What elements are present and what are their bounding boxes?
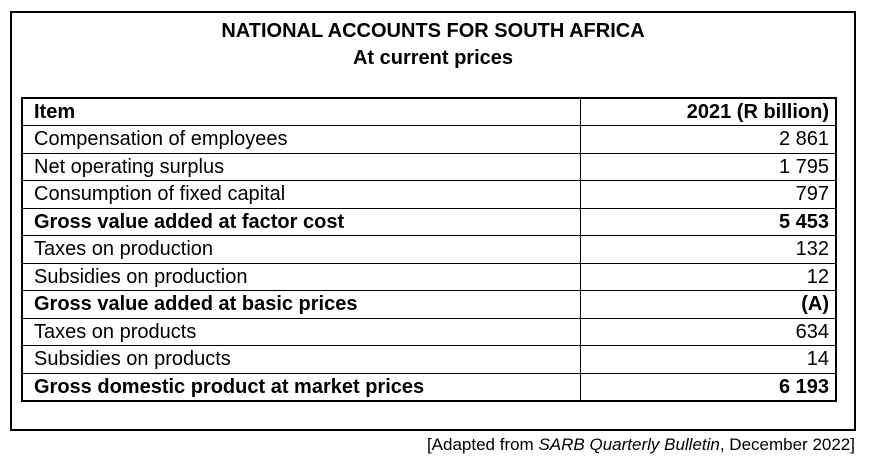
source-prefix: [Adapted from [426, 435, 539, 454]
title-line-1: NATIONAL ACCOUNTS FOR SOUTH AFRICA [221, 20, 645, 42]
table-row: Consumption of fixed capital 797 [21, 180, 837, 209]
table-row-total: Gross value added at factor cost 5 453 [21, 207, 837, 236]
question-frame: NATIONAL ACCOUNTS FOR SOUTH AFRICA At cu… [10, 11, 856, 431]
row-item: Taxes on production [21, 235, 581, 264]
table-row: Subsidies on products 14 [21, 345, 837, 374]
table-row: Taxes on production 132 [21, 235, 837, 264]
row-value: 6 193 [579, 372, 837, 402]
source-citation: [Adapted from SARB Quarterly Bulletin, D… [427, 434, 855, 456]
row-value: 5 453 [579, 207, 837, 236]
row-item: Gross value added at factor cost [21, 207, 581, 236]
row-item: Gross value added at basic prices [21, 290, 581, 319]
header-item: Item [21, 97, 581, 126]
row-item: Net operating surplus [21, 152, 581, 181]
row-item: Gross domestic product at market prices [21, 372, 581, 402]
header-value: 2021 (R billion) [579, 97, 837, 126]
source-publication: SARB Quarterly Bulletin [538, 435, 720, 454]
table-row-total: Gross value added at basic prices (A) [21, 290, 837, 319]
table-title: NATIONAL ACCOUNTS FOR SOUTH AFRICA At cu… [12, 18, 854, 72]
row-item: Consumption of fixed capital [21, 180, 581, 209]
national-accounts-table: Item 2021 (R billion) Compensation of em… [21, 97, 837, 402]
source-suffix: , December 2022] [719, 435, 855, 454]
table-row-total: Gross domestic product at market prices … [21, 372, 837, 402]
row-item: Subsidies on products [21, 345, 581, 374]
title-line-2: At current prices [352, 47, 514, 69]
row-value: 1 795 [579, 152, 837, 181]
table-row: Subsidies on production 12 [21, 262, 837, 291]
table-header-row: Item 2021 (R billion) [21, 97, 837, 126]
row-item: Subsidies on production [21, 262, 581, 291]
table-row: Net operating surplus 1 795 [21, 152, 837, 181]
row-value: 634 [579, 317, 837, 346]
row-value: 2 861 [579, 125, 837, 154]
row-value: 797 [579, 180, 837, 209]
row-value: 14 [579, 345, 837, 374]
table-row: Taxes on products 634 [21, 317, 837, 346]
row-item: Compensation of employees [21, 125, 581, 154]
row-value: 12 [579, 262, 837, 291]
row-value: (A) [579, 290, 837, 319]
row-item: Taxes on products [21, 317, 581, 346]
row-value: 132 [579, 235, 837, 264]
table-row: Compensation of employees 2 861 [21, 125, 837, 154]
